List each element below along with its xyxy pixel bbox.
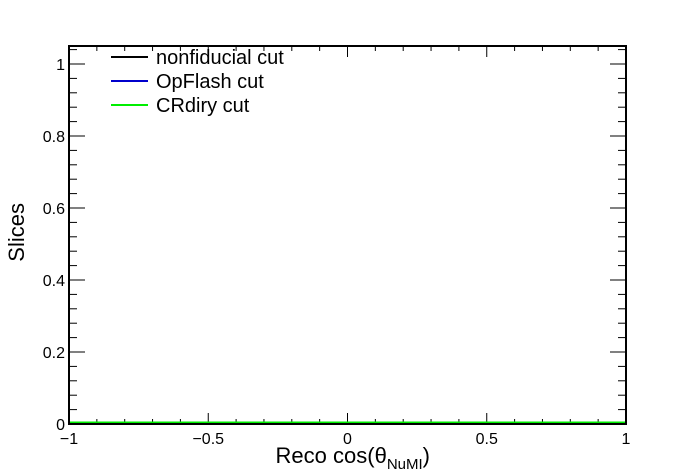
y-tick-label: 0.6 bbox=[43, 201, 65, 218]
x-tick-label: 0.5 bbox=[476, 431, 498, 448]
axis-ticks bbox=[68, 46, 627, 425]
x-tick-label: 0 bbox=[343, 431, 352, 448]
y-tick-labels: 0 0.2 0.4 0.6 0.8 1 bbox=[43, 57, 65, 434]
legend-label: OpFlash cut bbox=[156, 71, 264, 93]
y-tick-label: 0.2 bbox=[43, 345, 65, 362]
plot-frame bbox=[68, 45, 627, 425]
x-tick-labels: −1 −0.5 0 0.5 1 bbox=[60, 431, 631, 448]
legend-label: nonfiducial cut bbox=[156, 47, 284, 69]
y-tick-label: 0.4 bbox=[43, 273, 65, 290]
y-tick-label: 0 bbox=[56, 417, 65, 434]
x-tick-label: −0.5 bbox=[192, 431, 224, 448]
y-axis-title: Slices bbox=[4, 203, 29, 262]
x-axis-title-main: Reco cos(θ bbox=[276, 443, 387, 468]
x-axis-title: Reco cos(θNuMI) bbox=[276, 443, 430, 472]
y-tick-label: 0.8 bbox=[43, 129, 65, 146]
x-tick-label: 1 bbox=[622, 431, 631, 448]
y-tick-label: 1 bbox=[56, 57, 65, 74]
x-axis-title-subscript: NuMI bbox=[387, 456, 423, 472]
legend-label: CRdiry cut bbox=[156, 95, 250, 117]
x-tick-label: −1 bbox=[60, 431, 78, 448]
x-axis-title-suffix: ) bbox=[423, 443, 430, 468]
